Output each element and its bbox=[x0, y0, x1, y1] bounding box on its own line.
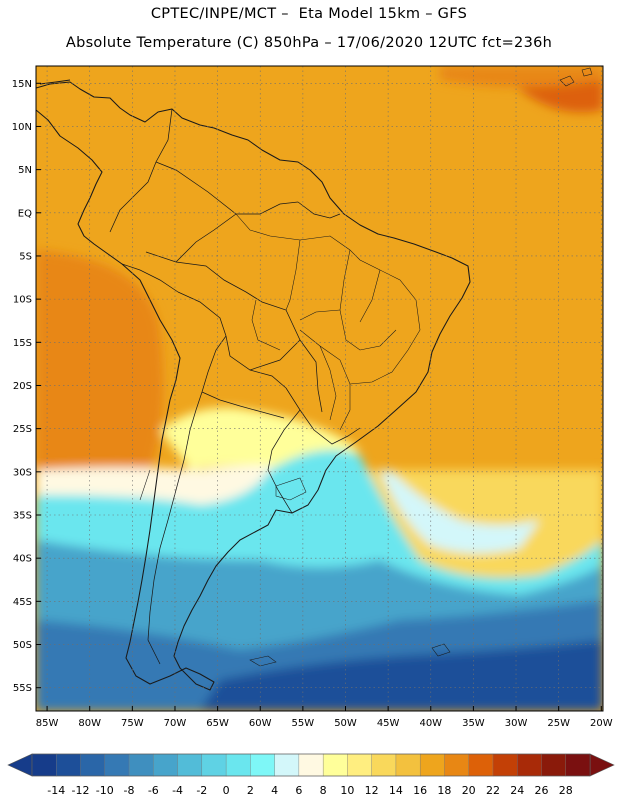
lon-label: 40W bbox=[419, 718, 442, 729]
colorbar-label: -8 bbox=[124, 784, 135, 797]
colorbar-label: 2 bbox=[247, 784, 254, 797]
lon-label: 25W bbox=[547, 718, 570, 729]
colorbar-swatch bbox=[298, 753, 324, 777]
colorbar-label: -6 bbox=[148, 784, 159, 797]
colorbar-swatch bbox=[153, 753, 179, 777]
map-title-line2: Absolute Temperature (C) 850hPa – 17/06/… bbox=[65, 35, 553, 51]
colorbar-label: -12 bbox=[72, 784, 90, 797]
state-borders bbox=[139, 67, 593, 667]
colorbar-label: -4 bbox=[172, 784, 183, 797]
colorbar-label: 10 bbox=[340, 784, 354, 797]
lat-label: 15N bbox=[12, 79, 32, 90]
lon-label: 70W bbox=[164, 718, 187, 729]
colorbar-swatch bbox=[565, 753, 591, 777]
lat-label: 10N bbox=[12, 122, 32, 133]
colorbar-swatch bbox=[274, 753, 300, 777]
colorbar-label: 4 bbox=[271, 784, 278, 797]
colorbar-swatch bbox=[128, 753, 154, 777]
colorbar-swatch bbox=[104, 753, 130, 777]
colorbar-swatch bbox=[541, 753, 567, 777]
colorbar-swatch bbox=[395, 753, 421, 777]
colorbar-label: 24 bbox=[510, 784, 524, 797]
colorbar-swatch bbox=[56, 753, 82, 777]
lat-label: 5N bbox=[18, 165, 32, 176]
colorbar-label: 28 bbox=[559, 784, 573, 797]
lon-label: 65W bbox=[206, 718, 229, 729]
colorbar-swatch bbox=[225, 753, 251, 777]
lon-label: 55W bbox=[292, 718, 315, 729]
lat-label: 40S bbox=[13, 554, 32, 565]
colorbar-label: 20 bbox=[462, 784, 476, 797]
colorbar-label: 26 bbox=[534, 784, 548, 797]
colorbar-label: 12 bbox=[365, 784, 379, 797]
colorbar-swatch bbox=[444, 753, 470, 777]
lat-label: 10S bbox=[13, 295, 32, 306]
colorbar-label: -2 bbox=[196, 784, 207, 797]
colorbar-swatch bbox=[322, 753, 348, 777]
lat-label: 20S bbox=[13, 381, 32, 392]
colorbar-swatch bbox=[492, 753, 518, 777]
lon-label: 45W bbox=[377, 718, 400, 729]
country-borders bbox=[109, 108, 361, 665]
lat-label: 35S bbox=[13, 510, 32, 521]
colorbar-swatch bbox=[468, 753, 494, 777]
temperature-field bbox=[36, 66, 603, 711]
colorbar-label: 14 bbox=[389, 784, 403, 797]
lon-label: 30W bbox=[505, 718, 528, 729]
lat-label: 45S bbox=[13, 597, 32, 608]
colorbar-swatch bbox=[177, 753, 203, 777]
colorbar-swatch bbox=[517, 753, 542, 777]
colorbar-label: 6 bbox=[295, 784, 302, 797]
colorbar-swatch bbox=[419, 753, 445, 777]
colorbar-labels: -14 -12 -10 -8 -6 -4 -2 0 2 4 6 8 10 12 14 16 18 20 22 24 26… bbox=[47, 784, 572, 797]
colorbar-label: 18 bbox=[437, 784, 451, 797]
colorbar-swatch bbox=[371, 753, 397, 777]
lat-label: 55S bbox=[13, 683, 32, 694]
plot-frame bbox=[35, 65, 604, 712]
lat-label: 15S bbox=[13, 338, 32, 349]
colorbar-label: 0 bbox=[223, 784, 230, 797]
lat-lon-grid bbox=[36, 66, 603, 711]
colorbar-label: -14 bbox=[47, 784, 65, 797]
lat-label: 5S bbox=[19, 251, 32, 262]
lon-label: 80W bbox=[78, 718, 101, 729]
colorbar-swatch bbox=[250, 753, 276, 777]
colorbar-swatch bbox=[347, 753, 373, 777]
lon-label: 85W bbox=[36, 718, 59, 729]
lon-label: 50W bbox=[334, 718, 357, 729]
colorbar-border bbox=[31, 753, 591, 777]
colorbar-swatch bbox=[201, 753, 227, 777]
lat-label: 25S bbox=[13, 424, 32, 435]
lon-label: 35W bbox=[462, 718, 485, 729]
colorbar-swatch bbox=[80, 753, 106, 777]
colorbar-under-arrow bbox=[7, 753, 33, 777]
colorbar-over-arrow bbox=[589, 753, 615, 777]
colorbar-label: 8 bbox=[320, 784, 327, 797]
map-title-line1: CPTEC/INPE/MCT – Eta Model 15km – GFS bbox=[150, 6, 468, 22]
latitude-labels: 15N 10N 5N EQ 5S 10S 15S 20S 25S 30S 35S 40S 45S 50S 5… bbox=[12, 79, 32, 694]
colorbar-label: 16 bbox=[413, 784, 427, 797]
lon-label: 60W bbox=[249, 718, 272, 729]
lat-label: 50S bbox=[13, 640, 32, 651]
lon-label: 75W bbox=[121, 718, 144, 729]
colorbar-label: 22 bbox=[486, 784, 500, 797]
longitude-labels: 85W 80W 75W 70W 65W 60W 55W 50W 45W 40W 35W 30W 25W 2… bbox=[36, 718, 613, 729]
lat-label: EQ bbox=[18, 208, 32, 219]
colorbar bbox=[7, 753, 615, 777]
lat-label: 30S bbox=[13, 467, 32, 478]
colorbar-swatch bbox=[31, 753, 57, 777]
lon-label: 20W bbox=[590, 718, 613, 729]
colorbar-label: -10 bbox=[96, 784, 114, 797]
